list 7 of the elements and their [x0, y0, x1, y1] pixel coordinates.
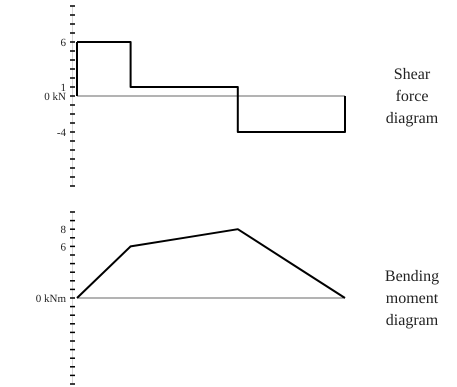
- y-tick-label: 8: [60, 224, 66, 236]
- text: Bending moment diagram: [384, 268, 440, 329]
- text: Shear force diagram: [386, 66, 439, 127]
- y-tick-label: 6: [60, 241, 66, 254]
- y-tick-label: -4: [56, 126, 66, 139]
- y-tick-label: 6: [60, 36, 66, 49]
- y-tick-label: 0 kNm: [36, 292, 66, 305]
